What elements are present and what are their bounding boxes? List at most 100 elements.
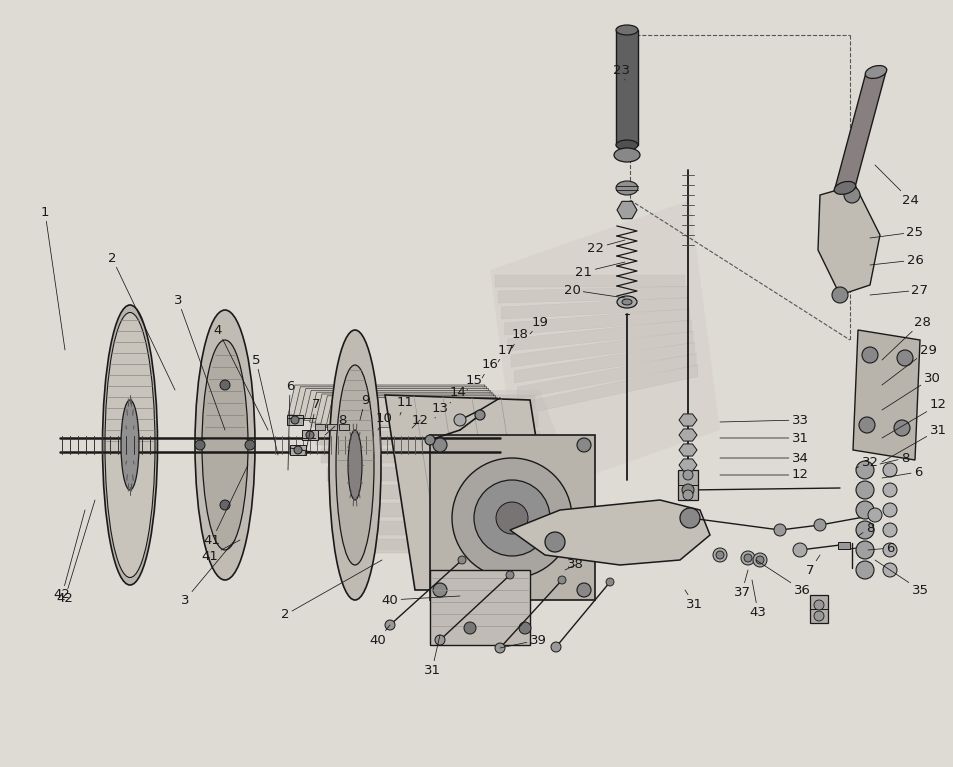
Text: 30: 30 <box>882 371 940 410</box>
Polygon shape <box>287 415 303 425</box>
Circle shape <box>882 463 896 477</box>
Polygon shape <box>679 444 697 456</box>
Text: 42: 42 <box>56 500 95 604</box>
Circle shape <box>495 643 504 653</box>
Ellipse shape <box>121 400 139 490</box>
Text: 12: 12 <box>720 469 807 482</box>
Polygon shape <box>288 385 484 415</box>
Text: 2: 2 <box>280 560 381 621</box>
Circle shape <box>893 420 909 436</box>
Polygon shape <box>514 342 694 383</box>
Ellipse shape <box>621 299 631 305</box>
Circle shape <box>896 350 912 366</box>
Polygon shape <box>679 459 697 471</box>
Text: 15: 15 <box>465 374 482 390</box>
Text: 19: 19 <box>530 315 548 334</box>
Circle shape <box>577 438 590 452</box>
Text: 3: 3 <box>173 294 225 430</box>
Bar <box>678 470 698 500</box>
Text: 14: 14 <box>449 387 466 403</box>
Polygon shape <box>490 200 720 500</box>
Polygon shape <box>501 298 687 319</box>
Ellipse shape <box>329 330 380 600</box>
Text: 8: 8 <box>325 413 346 435</box>
Circle shape <box>773 524 785 536</box>
Circle shape <box>682 490 692 500</box>
Polygon shape <box>679 414 697 426</box>
Circle shape <box>435 635 444 645</box>
Text: 43: 43 <box>749 580 765 618</box>
Polygon shape <box>321 449 542 463</box>
Circle shape <box>867 508 882 522</box>
Text: 36: 36 <box>755 560 810 597</box>
Text: 6: 6 <box>882 466 922 479</box>
Text: 9: 9 <box>359 393 369 420</box>
Ellipse shape <box>616 25 638 35</box>
Circle shape <box>518 622 531 634</box>
Text: 7: 7 <box>305 399 320 455</box>
Circle shape <box>855 561 873 579</box>
Circle shape <box>882 563 896 577</box>
Circle shape <box>792 543 806 557</box>
Polygon shape <box>497 286 686 303</box>
Ellipse shape <box>105 312 154 578</box>
Polygon shape <box>834 69 885 191</box>
Ellipse shape <box>833 182 855 194</box>
Polygon shape <box>817 185 879 295</box>
Polygon shape <box>337 503 551 517</box>
Text: 33: 33 <box>720 413 807 426</box>
Text: 31: 31 <box>720 432 807 445</box>
Text: 32: 32 <box>855 456 878 469</box>
Text: 11: 11 <box>396 397 413 415</box>
Circle shape <box>679 508 700 528</box>
Text: 28: 28 <box>882 315 929 360</box>
Text: 7: 7 <box>805 555 820 577</box>
Text: 12: 12 <box>411 413 428 428</box>
Polygon shape <box>510 500 709 565</box>
Text: 18: 18 <box>511 328 528 348</box>
Circle shape <box>544 532 564 552</box>
Ellipse shape <box>194 310 254 580</box>
Polygon shape <box>495 275 684 287</box>
Circle shape <box>716 551 723 559</box>
Text: 2: 2 <box>108 252 174 390</box>
Bar <box>338 424 349 430</box>
Circle shape <box>843 187 859 203</box>
Text: 10: 10 <box>375 412 392 430</box>
Text: 22: 22 <box>587 240 624 255</box>
Ellipse shape <box>202 340 248 550</box>
Polygon shape <box>304 390 490 420</box>
Circle shape <box>831 287 847 303</box>
Bar <box>314 424 325 430</box>
Text: 39: 39 <box>499 634 546 648</box>
Bar <box>430 570 530 645</box>
Text: 31: 31 <box>684 590 701 611</box>
Circle shape <box>558 576 565 584</box>
Text: 21: 21 <box>575 262 624 278</box>
Circle shape <box>813 600 823 610</box>
Circle shape <box>858 417 874 433</box>
Circle shape <box>306 431 314 439</box>
Text: 40: 40 <box>369 625 390 647</box>
Text: 8: 8 <box>879 452 908 465</box>
Circle shape <box>551 642 560 652</box>
Circle shape <box>882 503 896 517</box>
Text: 27: 27 <box>869 284 927 297</box>
Circle shape <box>882 523 896 537</box>
Polygon shape <box>310 392 492 422</box>
Ellipse shape <box>335 365 374 565</box>
Text: 26: 26 <box>869 254 923 266</box>
Polygon shape <box>294 387 486 416</box>
Bar <box>809 595 827 623</box>
Circle shape <box>855 481 873 499</box>
Ellipse shape <box>616 140 638 150</box>
Polygon shape <box>332 485 548 499</box>
Text: 20: 20 <box>563 284 624 298</box>
Polygon shape <box>320 396 496 426</box>
Circle shape <box>605 578 614 586</box>
Ellipse shape <box>614 148 639 162</box>
Text: 8: 8 <box>857 522 873 536</box>
Bar <box>430 435 595 600</box>
Circle shape <box>577 583 590 597</box>
Text: 34: 34 <box>720 452 807 465</box>
